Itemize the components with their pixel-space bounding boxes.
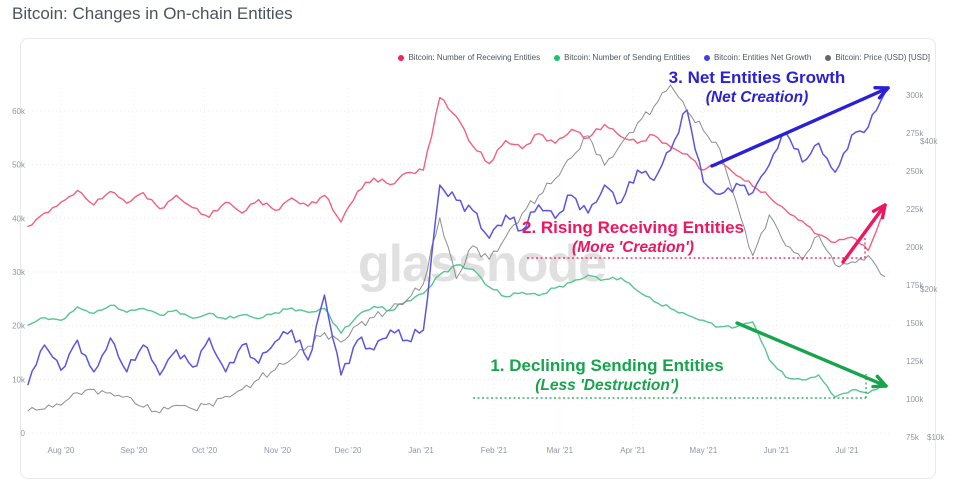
axis-tick-label: 300k [906,91,924,100]
legend-dot-icon [398,54,405,61]
annotation-receiving-headline: 2. Rising Receiving Entities [521,218,745,237]
legend-item-1[interactable]: Bitcoin: Number of Sending Entities [554,53,690,62]
axis-tick-label: Jun '21 [764,446,790,455]
axis-tick-label: 275k [906,129,924,138]
legend-label: Bitcoin: Price (USD) [USD] [835,53,930,62]
axis-tick-label: Aug '20 [48,446,75,455]
net-growth-arrow [710,86,890,168]
legend-item-0[interactable]: Bitcoin: Number of Receiving Entities [398,53,540,62]
legend-dot-icon [554,54,561,61]
legend-dot-icon [703,54,710,61]
axis-tick-label: 20k [12,322,26,331]
axis-tick-label: 225k [906,205,924,214]
axis-tick-label: $10k [927,433,945,442]
axis-tick-label: 60k [12,107,26,116]
axis-tick-label: $20k [920,285,938,294]
axis-tick-label: 0 [21,429,26,438]
axis-tick-label: Nov '20 [264,446,291,455]
axis-tick-label: Dec '20 [335,446,362,455]
legend-dot-icon [825,54,832,61]
annotation-rising-receiving: 2. Rising Receiving Entities (More 'Crea… [522,218,744,258]
annotation-net-growth-headline: 3. Net Entities Growth [668,68,846,87]
price-line [27,84,886,414]
axis-tick-label: Apr '21 [620,446,646,455]
receiving-entities-line [27,96,886,252]
axis-tick-label: Sep '20 [120,446,147,455]
axis-tick-label: 175k [906,281,924,290]
annotation-sending-subline: (Less 'Destruction') [535,376,679,394]
annotation-declining-sending: 1. Declining Sending Entities (Less 'Des… [490,356,723,396]
annotation-receiving-subline: (More 'Creation') [572,238,694,256]
receiving-arrow [841,203,887,264]
axis-tick-label: 125k [906,357,924,366]
annotation-net-growth-subline: (Net Creation) [705,88,809,106]
annotation-sending-headline: 1. Declining Sending Entities [490,356,724,375]
axis-tick-label: Jul '21 [836,446,859,455]
axis-tick-label: Feb '21 [481,446,508,455]
axis-tick-label: 10k [12,375,26,384]
axis-tick-label: 100k [906,395,924,404]
chart-legend: Bitcoin: Number of Receiving Entities Bit… [398,53,930,62]
axis-tick-label: Oct '20 [192,446,218,455]
legend-label: Bitcoin: Entities Net Growth [713,53,812,62]
axis-tick-label: 50k [12,161,26,170]
axis-tick-label: 250k [906,167,924,176]
glassnode-watermark: glassnode [358,235,606,293]
legend-item-2[interactable]: Bitcoin: Entities Net Growth [703,53,812,62]
axis-tick-label: Jan '21 [408,446,434,455]
axis-tick-label: 75k [906,433,920,442]
axis-tick-label: 30k [12,268,26,277]
axis-tick-label: 150k [906,319,924,328]
legend-item-3[interactable]: Bitcoin: Price (USD) [USD] [825,53,930,62]
axis-tick-label: May '21 [690,446,718,455]
axis-tick-label: 200k [906,243,924,252]
net-growth-line [27,92,886,386]
legend-label: Bitcoin: Number of Sending Entities [564,53,690,62]
page-title: Bitcoin: Changes in On-chain Entities [12,4,293,23]
annotation-net-entities-growth: 3. Net Entities Growth (Net Creation) [669,68,846,108]
legend-label: Bitcoin: Number of Receiving Entities [408,53,541,62]
axis-tick-label: Mar '21 [547,446,574,455]
axis-tick-label: $40k [920,137,938,146]
sending-arrow [735,321,888,389]
axis-tick-label: 40k [12,214,26,223]
